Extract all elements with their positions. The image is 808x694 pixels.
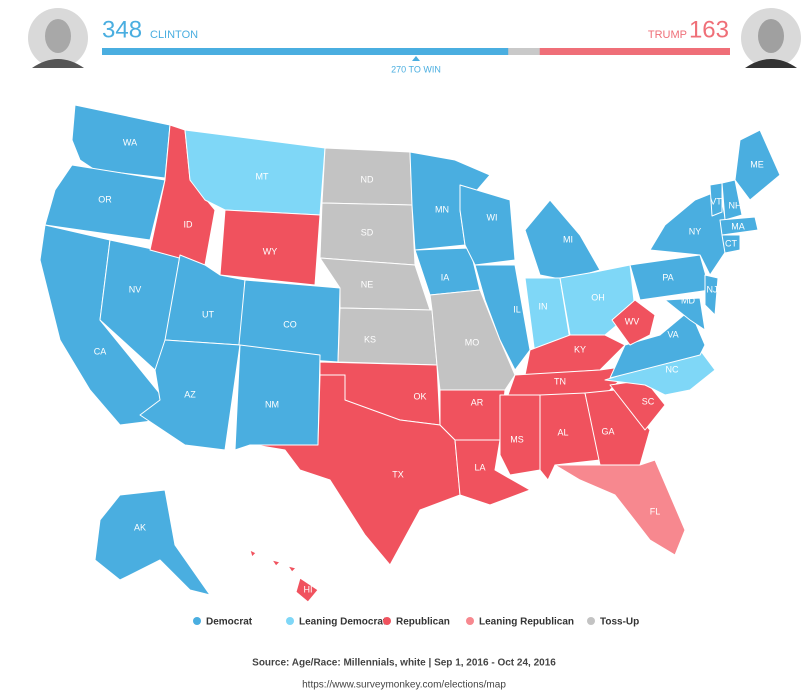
state-shape (709, 182, 723, 217)
legend-label: Toss-Up (600, 617, 639, 628)
state-label: ID (184, 219, 194, 229)
state-label: IA (441, 272, 450, 282)
state-label: NH (729, 200, 742, 210)
state-label: SC (642, 396, 655, 406)
state-label: MA (731, 221, 745, 231)
trump-photo (741, 8, 801, 68)
legend-label: Leaning Republican (479, 617, 574, 628)
state-label: NY (689, 226, 702, 236)
state-shape (611, 299, 656, 346)
state-label: AK (134, 522, 146, 532)
state-shape (287, 565, 297, 573)
state-label: LA (474, 462, 485, 472)
state-label: WY (263, 246, 278, 256)
state-label: CA (94, 346, 107, 356)
state-shape (474, 264, 531, 371)
trump-name: TRUMP (648, 29, 687, 41)
state-shape (721, 179, 743, 221)
state-label: NJ (707, 284, 718, 294)
state-shape (721, 234, 741, 254)
state-label: OH (591, 292, 605, 302)
state-shape (664, 297, 706, 331)
threshold-label: 270 TO WIN (391, 64, 441, 74)
state-shape (271, 559, 281, 567)
state-label: MI (563, 234, 573, 244)
state-shape (734, 129, 781, 201)
state-shape (609, 309, 706, 379)
threshold-marker (412, 56, 420, 61)
legend-dot (193, 617, 201, 625)
state-label: GA (601, 426, 614, 436)
state-label: MS (510, 434, 524, 444)
clinton-name: CLINTON (150, 29, 198, 41)
state-label: PA (662, 272, 673, 282)
state-label: HI (304, 584, 313, 594)
state-label: MO (465, 337, 480, 347)
state-shape (719, 216, 759, 236)
legend-dot (383, 617, 391, 625)
state-label: SD (361, 227, 374, 237)
state-label: OK (413, 391, 426, 401)
state-label: CT (725, 238, 737, 248)
legend-label: Republican (396, 617, 450, 628)
state-label: NM (265, 399, 279, 409)
legend: Democrat Leaning Democrat Republican Leanin… (193, 617, 639, 628)
source-url: https://www.surveymonkey.com/elections/m… (302, 680, 506, 691)
state-label: NE (361, 279, 374, 289)
state-label: KS (364, 334, 376, 344)
state-label: TX (392, 469, 404, 479)
state-label: ME (750, 159, 764, 169)
state-label: AZ (184, 389, 196, 399)
state-shape (139, 339, 241, 451)
state-shape (254, 374, 461, 566)
state-label: KY (574, 344, 586, 354)
map: WA OR CA NV ID MT WY UT CO AZ NM ND SD NE KS OK TX MN IA MO… (39, 104, 781, 603)
state-label: ND (361, 174, 374, 184)
legend-label: Democrat (206, 617, 253, 628)
state-shape (584, 389, 651, 466)
state-shape (44, 164, 166, 241)
state-shape (337, 307, 438, 366)
state-shape (234, 344, 321, 451)
state-shape (524, 199, 601, 281)
state-label: IL (513, 304, 521, 314)
state-shape (219, 209, 321, 286)
state-shape (295, 577, 319, 603)
state-shape (554, 459, 686, 556)
state-shape (94, 489, 211, 596)
state-label: AL (557, 427, 568, 437)
state-label: MD (681, 295, 695, 305)
state-label: NC (666, 364, 679, 374)
state-label: AR (471, 397, 484, 407)
state-label: VT (710, 196, 722, 206)
clinton-photo (28, 8, 88, 68)
state-label: MT (256, 171, 269, 181)
clinton-votes: 348 (102, 16, 142, 43)
state-label: OR (98, 194, 112, 204)
state-label: VA (667, 329, 678, 339)
legend-label: Leaning Democrat (299, 617, 387, 628)
state-shape (704, 274, 719, 316)
source: Source: Age/Race: Millennials, white | S… (252, 658, 556, 669)
legend-dot (466, 617, 474, 625)
trump-votes: 163 (689, 16, 729, 43)
state-label: TN (554, 376, 566, 386)
trump-bar (539, 48, 730, 55)
state-shape (249, 549, 257, 558)
state-label: FL (650, 506, 661, 516)
state-label: WI (487, 212, 498, 222)
state-label: NV (129, 284, 142, 294)
state-label: CO (283, 319, 297, 329)
state-label: UT (202, 309, 214, 319)
state-label: IN (539, 301, 548, 311)
legend-dot (587, 617, 595, 625)
state-label: MN (435, 204, 449, 214)
legend-dot (286, 617, 294, 625)
clinton-bar (102, 48, 509, 55)
state-shape (499, 394, 541, 476)
state-label: WV (625, 316, 640, 326)
state-label: WA (123, 137, 137, 147)
